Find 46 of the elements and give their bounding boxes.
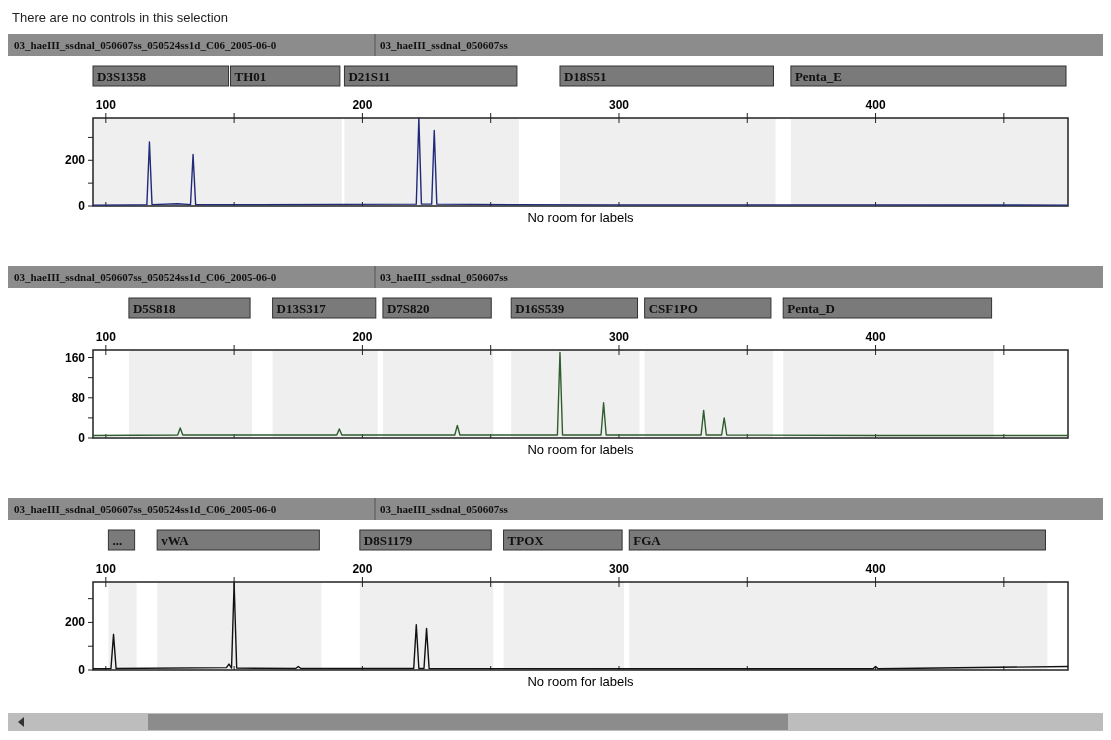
band-label: Penta_D [787,301,835,316]
y-tick-label: 80 [71,390,86,405]
x-axis-title: No room for labels [527,442,635,457]
x-tick-label: 300 [608,330,630,344]
band-label: D18S51 [563,69,607,84]
band-label: D21S11 [348,69,391,84]
band-label: D16S539 [515,301,565,316]
y-tick-label: 200 [64,153,86,168]
chart-title: 03_haeIII_ssdnal_050607ss_050524ss1d_C06_2005-06-0 [14,271,277,283]
y-tick-label: 0 [78,199,86,213]
chart-subtitle: 03_haeIII_ssdnal_050607ss [380,271,509,283]
band-label: FGA [633,533,662,548]
x-tick-label: 400 [865,562,886,576]
text: There are no controls in this selection [12,10,229,25]
band-label: TPOX [507,533,545,548]
band-label: ... [112,533,123,548]
chart-subtitle: 03_haeIII_ssdnal_050607ss [380,39,509,51]
x-axis-title: No room for labels [527,674,635,689]
band-label: CSF1PO [648,301,698,316]
y-tick-label: 0 [78,663,86,677]
legend-label: vWA [161,533,190,548]
band-label: D7S820 [386,301,430,316]
chart-subtitle: 03_haeIII_ssdnal_050607ss [380,503,509,515]
line-series [92,117,1069,206]
band-label: Penta_E [794,69,842,84]
band-label: TH01 [234,69,267,84]
x-tick-label: 300 [608,562,630,576]
x-axis-title: No room for labels [527,210,635,225]
band-label: D5S818 [132,301,177,316]
x-tick-label: 100 [95,562,117,576]
x-tick-label: 200 [352,330,373,344]
x-tick-label: 400 [865,98,886,112]
band-label: D8S1179 [363,533,413,548]
x-tick-label: 400 [865,330,886,344]
band-label: D3S1358 [97,69,147,84]
x-tick-label: 100 [95,330,117,344]
y-tick-label: 200 [64,615,86,630]
y-tick-label: 0 [78,431,86,445]
x-tick-label: 200 [352,98,373,112]
x-tick-label: 200 [352,562,373,576]
chart-title: 03_haeIII_ssdnal_050607ss_050524ss1d_C06_2005-06-0 [14,39,277,51]
band-label: D13S317 [276,301,327,316]
y-tick-label: 160 [64,350,86,365]
chart-title: 03_haeIII_ssdnal_050607ss_050524ss1d_C06_2005-06-0 [14,503,277,515]
x-tick-label: 100 [95,98,117,112]
x-tick-label: 300 [608,98,630,112]
